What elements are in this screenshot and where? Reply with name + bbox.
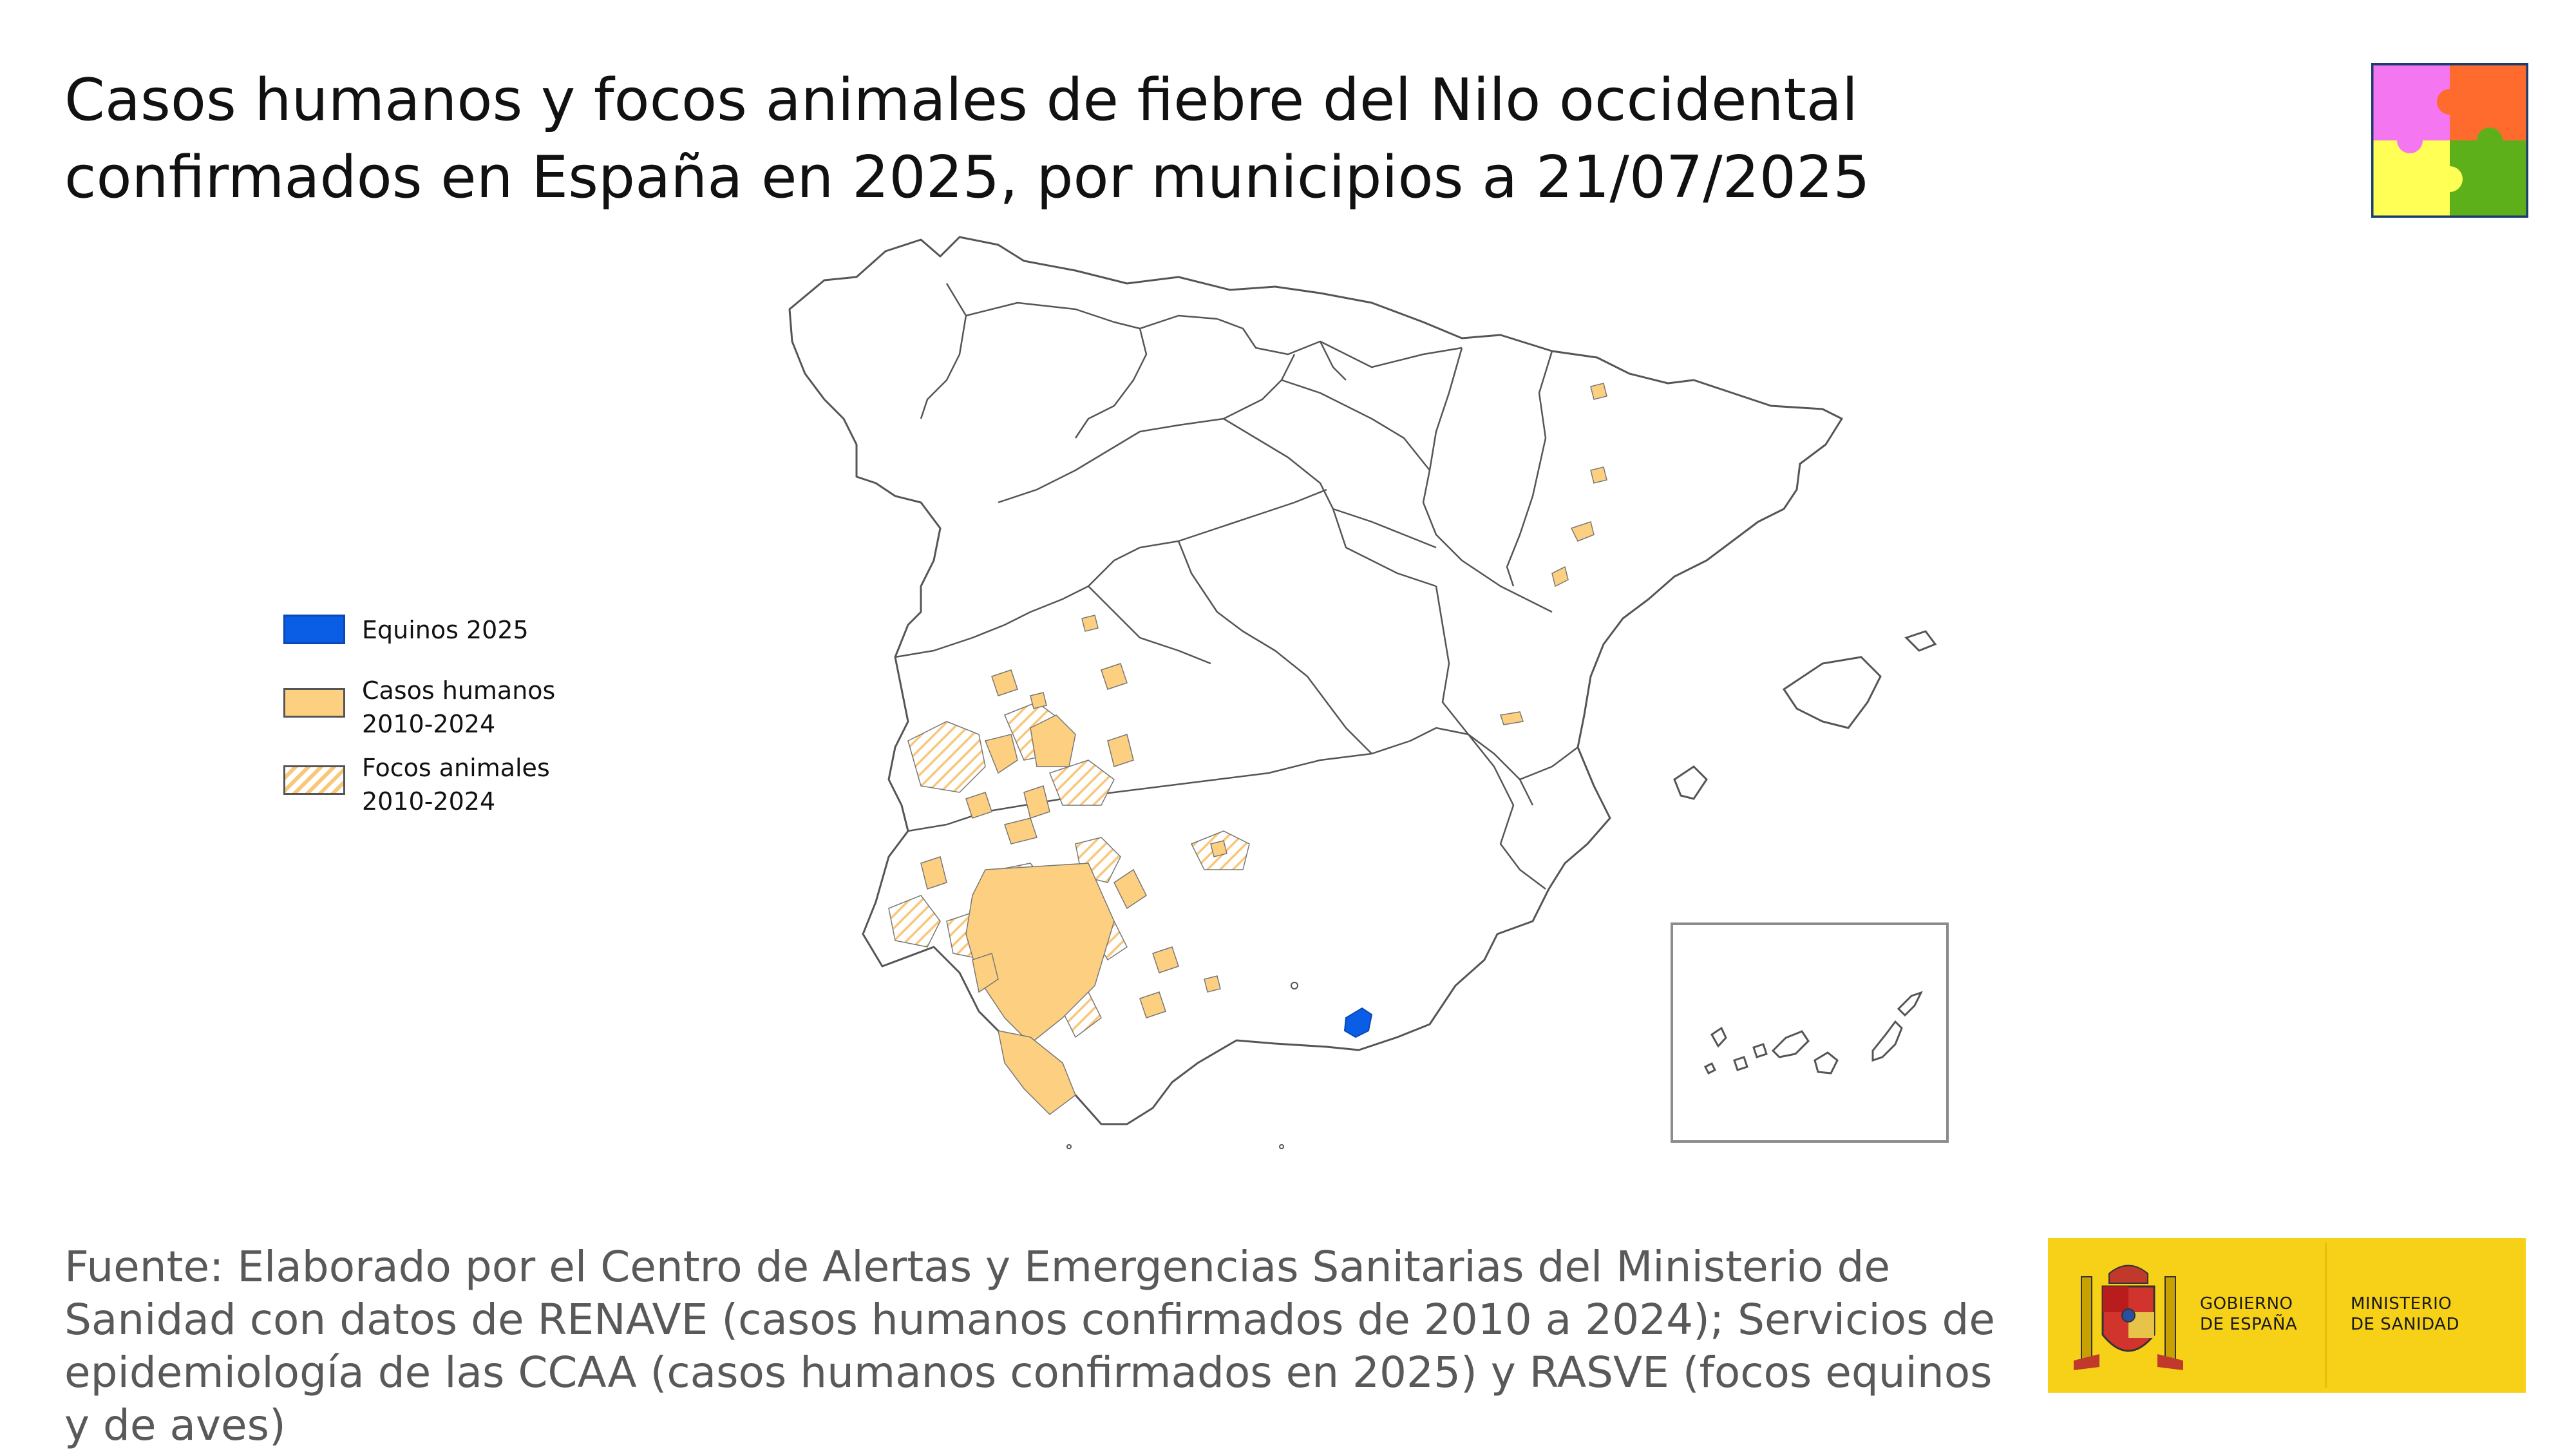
balearic-islands bbox=[1673, 630, 1937, 800]
canary-islands-inset bbox=[1671, 922, 1949, 1143]
legend-label-focos-animales: Focos animales 2010-2024 bbox=[362, 754, 550, 816]
source-text: Fuente: Elaborado por el Centro de Alert… bbox=[64, 1242, 1996, 1450]
puzzle-pieces-icon bbox=[2370, 62, 2530, 219]
gobierno-logo: GOBIERNO DE ESPAÑA MINISTERIO DE SANIDAD bbox=[2048, 1238, 2526, 1393]
coat-of-arms-icon bbox=[2074, 1265, 2183, 1370]
legend-swatch-equinos bbox=[283, 615, 345, 644]
human-cases-areas bbox=[920, 383, 1607, 1115]
equinos-2025-area bbox=[1343, 1007, 1373, 1038]
page-title: Casos humanos y focos animales de fiebre… bbox=[64, 66, 1870, 211]
legend-label-equinos: Equinos 2025 bbox=[362, 616, 529, 644]
gobierno-label: GOBIERNO DE ESPAÑA bbox=[2200, 1294, 2298, 1334]
legend-label-casos-humanos: Casos humanos 2010-2024 bbox=[362, 676, 556, 738]
spain-map bbox=[728, 225, 1984, 1160]
legend-swatch-focos-animales bbox=[283, 765, 345, 795]
small-islets bbox=[1066, 982, 1298, 1149]
legend-swatch-casos-humanos bbox=[283, 688, 345, 718]
logo-divider bbox=[2325, 1243, 2327, 1388]
ministerio-label: MINISTERIO DE SANIDAD bbox=[2351, 1294, 2459, 1334]
canary-islands bbox=[1703, 991, 1923, 1075]
